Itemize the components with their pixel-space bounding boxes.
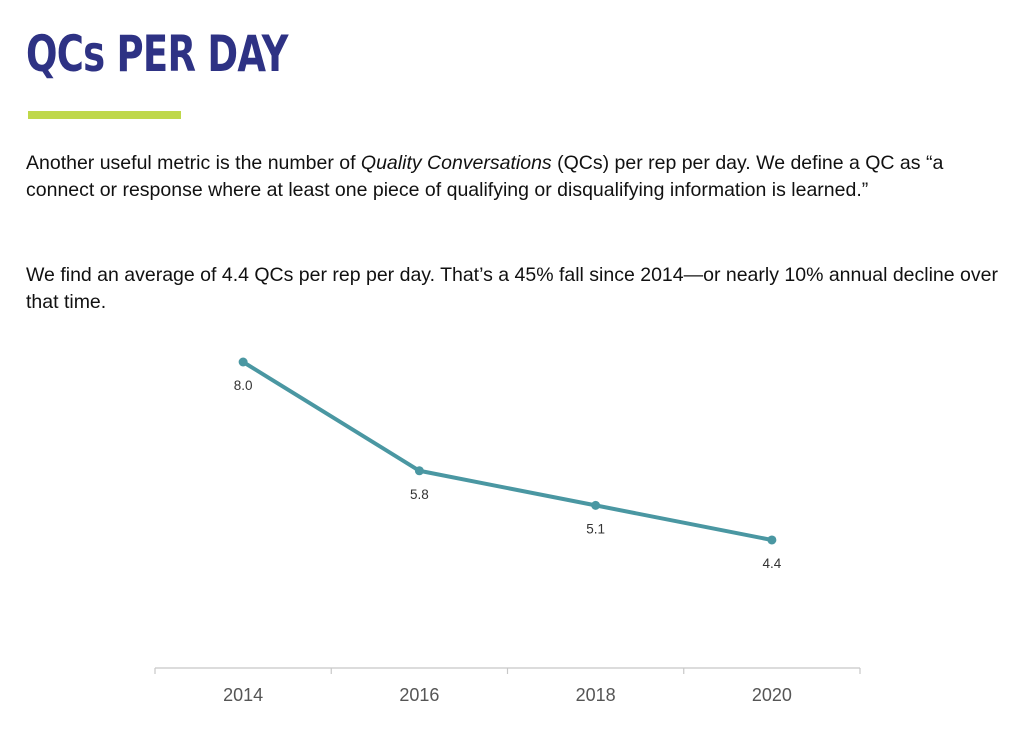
data-point-2014 <box>238 357 248 367</box>
finding-paragraph: We find an average of 4.4 QCs per rep pe… <box>26 264 998 313</box>
x-tick-label-2016: 2016 <box>399 685 439 705</box>
x-tick-label-2020: 2020 <box>752 685 792 705</box>
intro-text-before: Another useful metric is the number of <box>26 152 361 174</box>
x-tick-label-2014: 2014 <box>223 685 263 705</box>
series-line <box>241 360 774 542</box>
intro-paragraph: Another useful metric is the number of Q… <box>26 150 1011 204</box>
intro-text-emphasis: Quality Conversations <box>360 152 552 174</box>
data-point-2016 <box>414 466 424 476</box>
data-point-2020 <box>767 535 777 545</box>
data-label-2014: 8.0 <box>234 378 253 393</box>
data-label-2020: 4.4 <box>762 556 781 571</box>
qcs-line-chart: 2014 2016 2018 2020 8.0 5.8 5.1 4.4 <box>154 357 861 705</box>
x-tick-label-2018: 2018 <box>576 685 616 705</box>
data-point-2018 <box>591 500 601 510</box>
title-accent-bar <box>28 111 181 119</box>
page-title: QCs PER DAY <box>26 25 288 83</box>
data-label-2016: 5.8 <box>410 487 429 502</box>
intro-text-after: (QCs) per rep per day. We define a QC as… <box>26 152 944 201</box>
data-label-2018: 5.1 <box>586 521 605 536</box>
